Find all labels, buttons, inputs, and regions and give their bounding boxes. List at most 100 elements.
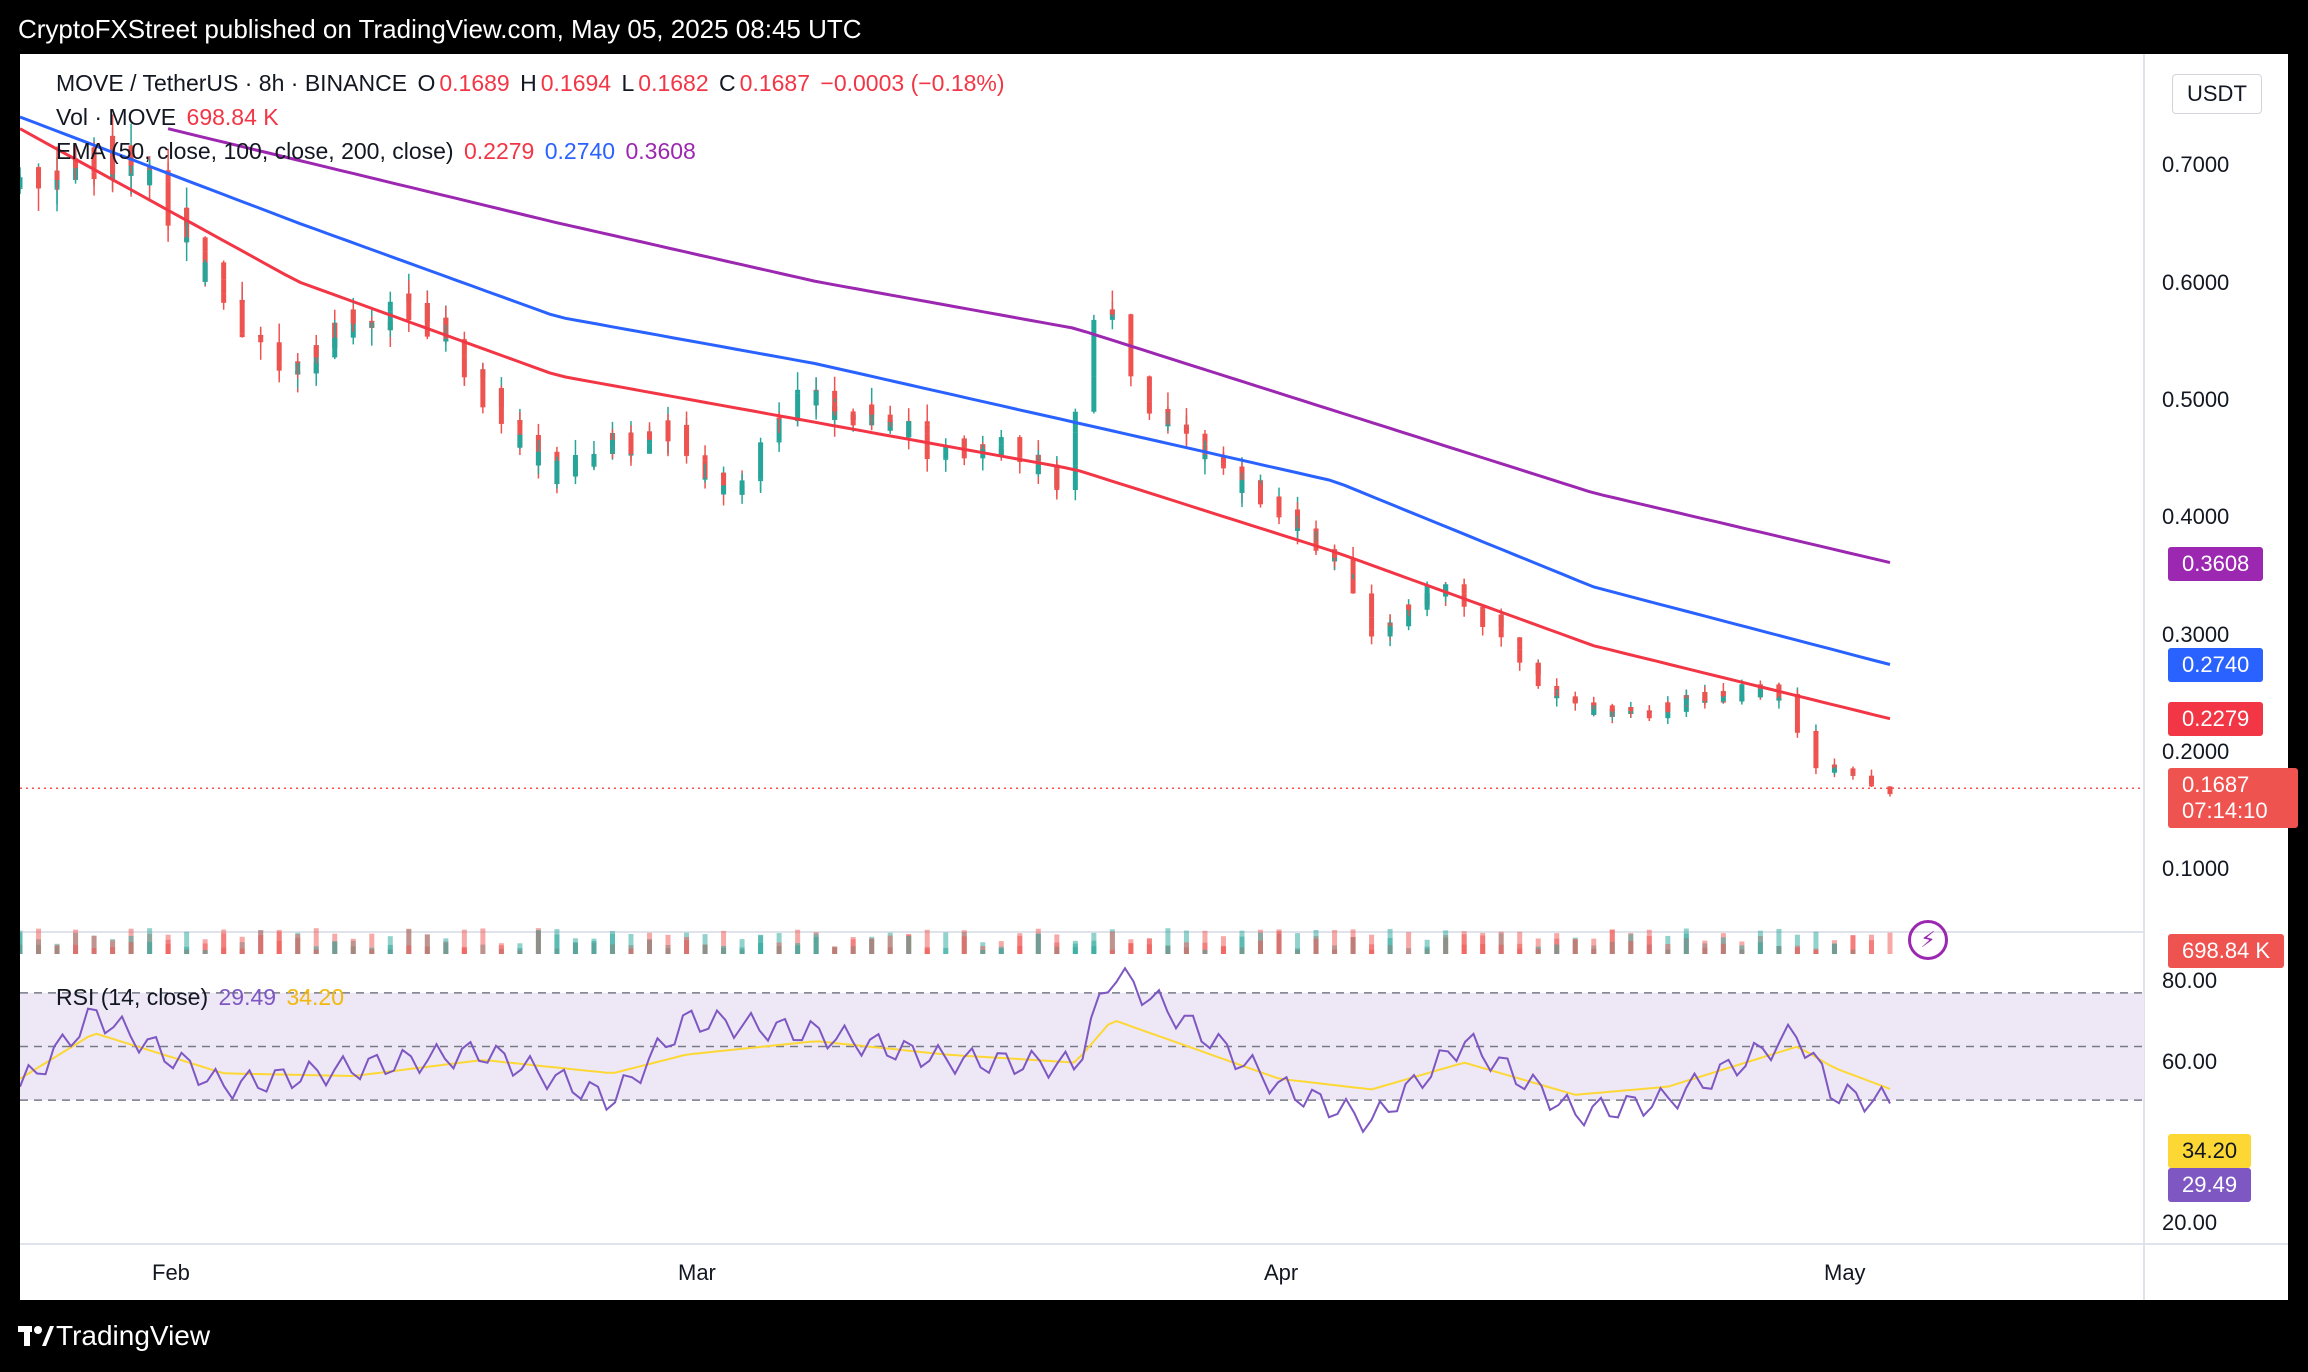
candle-body	[980, 449, 986, 453]
volume-bar	[1702, 940, 1708, 954]
candle-body	[1535, 663, 1541, 687]
volume-bar	[1461, 934, 1467, 954]
volume-bar	[1794, 934, 1800, 954]
volume-bar	[1591, 938, 1597, 954]
volume-bar	[184, 931, 190, 954]
lightning-icon[interactable]: ⚡	[1908, 920, 1948, 960]
volume-bar	[1443, 930, 1449, 954]
candle-body	[498, 408, 504, 424]
volume-bar	[795, 929, 801, 954]
candle-body	[1072, 432, 1078, 466]
volume-bar	[1239, 930, 1245, 954]
volume-tag: 698.84 K	[2168, 934, 2285, 968]
chart-canvas[interactable]	[20, 54, 2288, 1300]
candle-body	[91, 147, 97, 173]
volume-bar	[1128, 939, 1134, 954]
candle-body	[1850, 774, 1856, 776]
candle-body	[276, 364, 282, 371]
currency-button[interactable]: USDT	[2172, 74, 2262, 114]
volume-bar	[1350, 929, 1356, 954]
candle-body	[1794, 693, 1800, 722]
last-price-tag: 0.1687 07:14:10	[2168, 768, 2298, 828]
ema-legend[interactable]: EMA (50, close, 100, close, 200, close) …	[56, 138, 700, 165]
volume-bar	[1424, 946, 1430, 954]
volume-bar	[1609, 929, 1615, 954]
open-value: 0.1689	[439, 70, 510, 96]
candle-body	[1683, 698, 1689, 700]
volume-bar	[1183, 930, 1189, 954]
candle-body	[1498, 632, 1504, 638]
candle-body	[110, 135, 116, 164]
footer-bar: TradingView	[0, 1300, 2308, 1372]
volume-bar	[1480, 944, 1486, 954]
volume-bar	[110, 947, 116, 954]
candle-body	[184, 237, 190, 243]
volume-bar	[1813, 931, 1819, 954]
candle-body	[202, 262, 208, 282]
volume-legend[interactable]: Vol · MOVE 698.84 K	[56, 104, 283, 131]
volume-bar	[665, 934, 671, 954]
volume-bar	[1535, 938, 1541, 954]
volume-bar	[202, 943, 208, 954]
candle-body	[1054, 464, 1060, 490]
volume-bar	[480, 928, 486, 954]
volume-bar	[1035, 933, 1041, 954]
candle-body	[1369, 593, 1375, 618]
candle-body	[258, 339, 264, 343]
volume-bar	[202, 949, 208, 954]
candle-body	[1868, 775, 1874, 785]
open-label: O	[417, 70, 436, 96]
candle-body	[517, 434, 523, 448]
ema100-price-tag: 0.2740	[2168, 648, 2264, 682]
volume-bar	[350, 938, 356, 954]
volume-bar	[1387, 937, 1393, 954]
candle-body	[647, 431, 653, 440]
price-tick-label: 0.3000	[2162, 622, 2230, 647]
candle-body	[20, 177, 23, 188]
volume-bar	[1757, 930, 1763, 954]
candle-body	[147, 170, 153, 184]
candle-body	[1091, 376, 1097, 412]
candle-body	[1517, 649, 1523, 663]
rsi-tick-label: 80.00	[2162, 968, 2218, 993]
symbol-label[interactable]: MOVE / TetherUS · 8h · BINANCE	[56, 70, 408, 96]
candle-body	[498, 388, 504, 409]
volume-bar	[91, 935, 97, 954]
candle-body	[54, 170, 60, 180]
ema-label: EMA (50, close, 100, close, 200, close)	[56, 138, 454, 164]
candle-body	[424, 303, 430, 337]
volume-bar	[832, 946, 838, 954]
ohlc-legend: MOVE / TetherUS · 8h · BINANCE O 0.1689 H…	[56, 70, 1009, 97]
candle-body	[128, 145, 134, 166]
candle-body	[1350, 557, 1356, 580]
candle-body	[1572, 698, 1578, 704]
volume-bar	[628, 933, 634, 954]
candle-body	[1165, 424, 1171, 427]
volume-bar	[73, 944, 79, 954]
rsi-legend[interactable]: RSI (14, close) 29.49 34.20	[56, 984, 348, 1011]
volume-bar	[924, 947, 930, 954]
candle-body	[1035, 464, 1041, 475]
volume-bar	[1202, 942, 1208, 954]
volume-bar	[1887, 932, 1893, 954]
candle-body	[721, 472, 727, 495]
candle-body	[1498, 614, 1504, 633]
volume-bar	[628, 948, 634, 954]
volume-bar	[906, 935, 912, 954]
chart-frame[interactable]: MOVE / TetherUS · 8h · BINANCE O 0.1689 H…	[20, 54, 2298, 1300]
candle-body	[850, 414, 856, 426]
volume-bar	[1295, 948, 1301, 954]
candle-body	[295, 361, 301, 363]
candle-body	[1517, 644, 1523, 650]
rsi-line	[20, 966, 1891, 1134]
candle-body	[387, 301, 393, 312]
brand-name: TradingView	[56, 1320, 211, 1351]
candle-body	[91, 172, 97, 180]
rsi-ma-value: 34.20	[286, 984, 345, 1010]
candle-body	[387, 311, 393, 331]
volume-bar	[1868, 940, 1874, 954]
candle-body	[1813, 731, 1819, 755]
volume-bar	[1091, 946, 1097, 954]
volume-bar	[813, 936, 819, 954]
candle-body	[1091, 319, 1097, 339]
